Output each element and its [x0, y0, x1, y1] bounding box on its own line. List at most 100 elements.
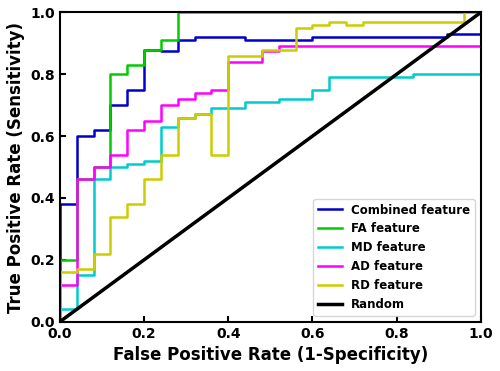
RD feature [478, 10, 484, 15]
FA feature [158, 38, 164, 43]
Combined feature [478, 32, 484, 36]
Combined feature [57, 202, 63, 206]
RD feature [242, 53, 248, 58]
Combined feature [141, 47, 147, 52]
FA feature [158, 47, 164, 52]
AD feature [124, 128, 130, 132]
MD feature [90, 177, 96, 182]
MD feature [310, 97, 316, 101]
RD feature [276, 47, 282, 52]
AD feature [226, 60, 232, 64]
RD feature [226, 152, 232, 157]
MD feature [343, 75, 349, 80]
FA feature [57, 319, 63, 324]
Legend: Combined feature, FA feature, MD feature, AD feature, RD feature, Random: Combined feature, FA feature, MD feature… [313, 199, 475, 316]
RD feature [90, 267, 96, 271]
Combined feature [310, 35, 316, 39]
RD feature [175, 115, 181, 120]
FA feature [74, 177, 80, 182]
Line: Combined feature: Combined feature [60, 34, 480, 322]
RD feature [108, 252, 114, 256]
MD feature [326, 88, 332, 92]
RD feature [310, 26, 316, 30]
Line: AD feature: AD feature [60, 46, 480, 322]
Combined feature [108, 103, 114, 108]
Combined feature [242, 38, 248, 43]
FA feature [141, 47, 147, 52]
RD feature [292, 26, 298, 30]
MD feature [57, 307, 63, 312]
FA feature [108, 72, 114, 76]
AD feature [158, 103, 164, 108]
MD feature [175, 115, 181, 120]
AD feature [310, 44, 316, 49]
AD feature [141, 128, 147, 132]
RD feature [124, 214, 130, 219]
Combined feature [158, 47, 164, 52]
AD feature [259, 60, 265, 64]
MD feature [108, 177, 114, 182]
MD feature [175, 125, 181, 129]
MD feature [242, 106, 248, 111]
MD feature [158, 159, 164, 163]
MD feature [377, 75, 383, 80]
MD feature [74, 307, 80, 312]
Combined feature [192, 38, 198, 43]
MD feature [360, 75, 366, 80]
AD feature [276, 49, 282, 53]
AD feature [108, 152, 114, 157]
MD feature [108, 165, 114, 169]
RD feature [259, 53, 265, 58]
RD feature [74, 270, 80, 275]
RD feature [208, 152, 214, 157]
MD feature [90, 273, 96, 278]
RD feature [461, 20, 467, 24]
RD feature [192, 115, 198, 120]
RD feature [124, 202, 130, 206]
AD feature [74, 177, 80, 182]
Combined feature [90, 128, 96, 132]
MD feature [242, 100, 248, 104]
AD feature [141, 118, 147, 123]
RD feature [461, 10, 467, 15]
RD feature [343, 23, 349, 27]
Combined feature [175, 49, 181, 53]
RD feature [74, 267, 80, 271]
FA feature [74, 257, 80, 262]
MD feature [343, 75, 349, 80]
MD feature [74, 273, 80, 278]
MD feature [208, 106, 214, 111]
RD feature [90, 252, 96, 256]
MD feature [124, 165, 130, 169]
RD feature [343, 20, 349, 24]
MD feature [410, 75, 416, 80]
MD feature [410, 72, 416, 76]
RD feature [158, 152, 164, 157]
Combined feature [90, 134, 96, 138]
RD feature [360, 20, 366, 24]
Combined feature [158, 49, 164, 53]
AD feature [226, 88, 232, 92]
RD feature [158, 177, 164, 182]
AD feature [124, 152, 130, 157]
MD feature [276, 100, 282, 104]
FA feature [57, 257, 63, 262]
FA feature [124, 72, 130, 76]
Combined feature [141, 88, 147, 92]
FA feature [108, 165, 114, 169]
AD feature [74, 282, 80, 287]
RD feature [276, 47, 282, 52]
AD feature [90, 165, 96, 169]
AD feature [208, 91, 214, 95]
Combined feature [444, 32, 450, 36]
MD feature [141, 162, 147, 166]
RD feature [310, 23, 316, 27]
Line: MD feature: MD feature [60, 74, 480, 322]
FA feature [175, 10, 181, 15]
Combined feature [74, 202, 80, 206]
MD feature [310, 88, 316, 92]
RD feature [108, 214, 114, 219]
RD feature [259, 47, 265, 52]
Combined feature [108, 128, 114, 132]
RD feature [208, 112, 214, 117]
